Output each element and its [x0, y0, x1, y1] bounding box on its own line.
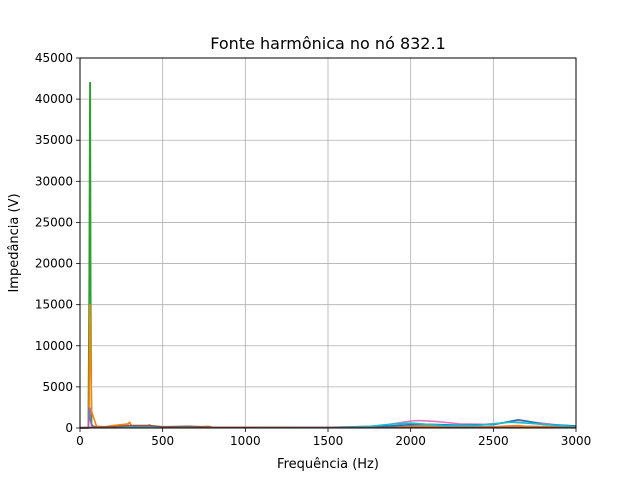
y-tick-label: 40000 — [35, 92, 73, 106]
y-tick-label: 45000 — [35, 51, 73, 65]
series-layer — [79, 81, 577, 429]
x-tick-label: 3000 — [561, 434, 592, 448]
x-tick-label: 2000 — [395, 434, 426, 448]
y-tick-label: 15000 — [35, 298, 73, 312]
y-tick-label: 5000 — [42, 380, 73, 394]
x-axis-label: Frequência (Hz) — [277, 457, 379, 472]
y-tick-label: 0 — [65, 421, 73, 435]
x-tick-label: 2500 — [478, 434, 509, 448]
ticks: 0 500 1000 1500 2000 2500 30000500010000150002… — [35, 51, 591, 448]
x-tick-label: 1500 — [313, 434, 344, 448]
y-tick-label: 20000 — [35, 257, 73, 271]
y-tick-label: 10000 — [35, 339, 73, 353]
chart-title: Fonte harmônica no nó 832.1 — [210, 34, 446, 53]
x-tick-label: 1000 — [230, 434, 261, 448]
series-line-6 — [79, 421, 577, 429]
y-tick-label: 25000 — [35, 215, 73, 229]
x-tick-label: 500 — [151, 434, 174, 448]
y-tick-label: 30000 — [35, 174, 73, 188]
y-tick-label: 35000 — [35, 133, 73, 147]
series-line-7 — [79, 424, 576, 429]
x-tick-label: 0 — [76, 434, 84, 448]
grid — [79, 57, 577, 429]
y-axis-label: Impedância (V) — [7, 193, 22, 292]
